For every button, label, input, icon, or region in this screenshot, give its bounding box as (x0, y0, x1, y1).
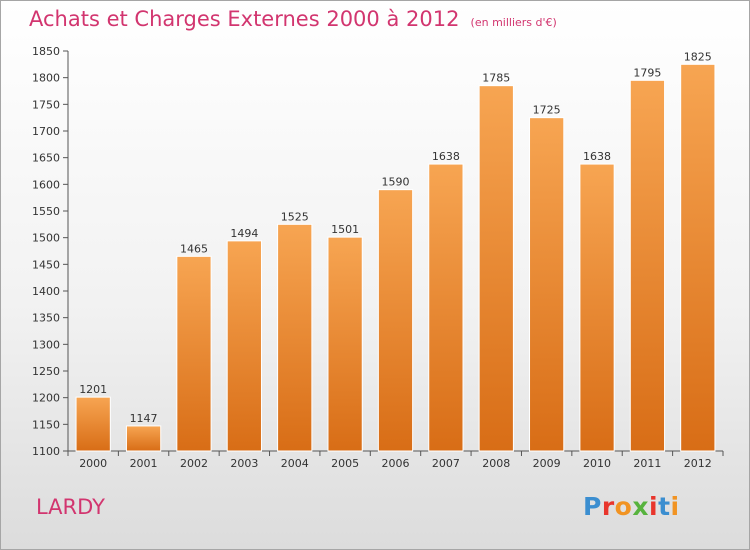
bar (75, 396, 111, 452)
x-tick-label: 2001 (130, 457, 158, 470)
y-tick-label: 1100 (32, 445, 60, 458)
logo-letter: i (649, 492, 659, 521)
bar-value-label: 1501 (331, 223, 359, 236)
x-tick-label: 2000 (79, 457, 107, 470)
bar (125, 425, 162, 452)
logo-letter: r (601, 492, 615, 521)
bar-value-label: 1494 (230, 227, 258, 240)
y-tick-label: 1300 (32, 338, 60, 351)
bar (629, 79, 666, 452)
y-tick-label: 1700 (32, 125, 60, 138)
y-axis: 1100 1150 1200 1250 1300 1350 1400 1450 1500 1550… (32, 45, 69, 458)
y-tick-label: 1600 (32, 178, 60, 191)
bar (579, 163, 615, 452)
y-tick-label: 1550 (32, 205, 60, 218)
logo-letter: i (670, 492, 680, 521)
y-tick-label: 1250 (32, 365, 60, 378)
chart-subtitle: (en milliers d'€) (470, 16, 557, 29)
x-tick-label: 2003 (230, 457, 258, 470)
x-tick-label: 2004 (281, 457, 309, 470)
y-tick-label: 1350 (32, 312, 60, 325)
x-tick-label: 2007 (432, 457, 460, 470)
proxiti-logo[interactable]: Proxiti (583, 492, 680, 521)
y-tick-label: 1450 (32, 258, 60, 271)
bar-value-label: 1725 (533, 104, 561, 117)
bar (529, 117, 565, 452)
y-tick-label: 1150 (32, 418, 60, 431)
x-axis: 2000 2001 2002 2003 2004 2005 2006 2007 2008 2009… (67, 450, 724, 470)
value-labels: 1201 1147 1465 1494 1525 1501 1590 1638 1785 1725… (79, 50, 712, 425)
bar-value-label: 1638 (432, 150, 460, 163)
x-tick-label: 2005 (331, 457, 359, 470)
bar-value-label: 1525 (281, 210, 309, 223)
bar-value-label: 1825 (684, 50, 712, 63)
x-tick-label: 2011 (633, 457, 661, 470)
x-tick-label: 2009 (533, 457, 561, 470)
bar (428, 163, 464, 452)
bar (226, 240, 262, 452)
logo-letter: o (614, 492, 633, 521)
bar-value-label: 1201 (79, 383, 107, 396)
y-tick-label: 1800 (32, 72, 60, 85)
x-tick-label: 2010 (583, 457, 611, 470)
bar-value-label: 1785 (482, 72, 510, 85)
logo-letter: t (658, 492, 671, 521)
y-tick-label: 1200 (32, 392, 60, 405)
bar (680, 63, 716, 452)
y-tick-label: 1750 (32, 98, 60, 111)
x-tick-label: 2008 (482, 457, 510, 470)
bar (277, 223, 313, 452)
y-tick-label: 1500 (32, 232, 60, 245)
bar (176, 255, 212, 452)
x-tick-label: 2002 (180, 457, 208, 470)
bar-value-label: 1465 (180, 242, 208, 255)
logo-letter: P (583, 492, 602, 521)
y-tick-label: 1400 (32, 285, 60, 298)
y-tick-label: 1850 (32, 45, 60, 58)
bar (377, 189, 414, 452)
y-tick-label: 1650 (32, 152, 60, 165)
bars (75, 63, 716, 452)
bar-value-label: 1147 (130, 412, 158, 425)
location-name: LARDY (36, 495, 105, 519)
title-row: Achats et Charges Externes 2000 à 2012 (… (29, 7, 557, 31)
bar (478, 85, 514, 452)
logo-letter: x (632, 492, 649, 521)
bar-value-label: 1590 (382, 176, 410, 189)
x-tick-label: 2012 (684, 457, 712, 470)
bar-value-label: 1795 (633, 66, 661, 79)
chart-title: Achats et Charges Externes 2000 à 2012 (29, 7, 460, 31)
x-tick-label: 2006 (382, 457, 410, 470)
bar (327, 236, 363, 452)
bar-value-label: 1638 (583, 150, 611, 163)
